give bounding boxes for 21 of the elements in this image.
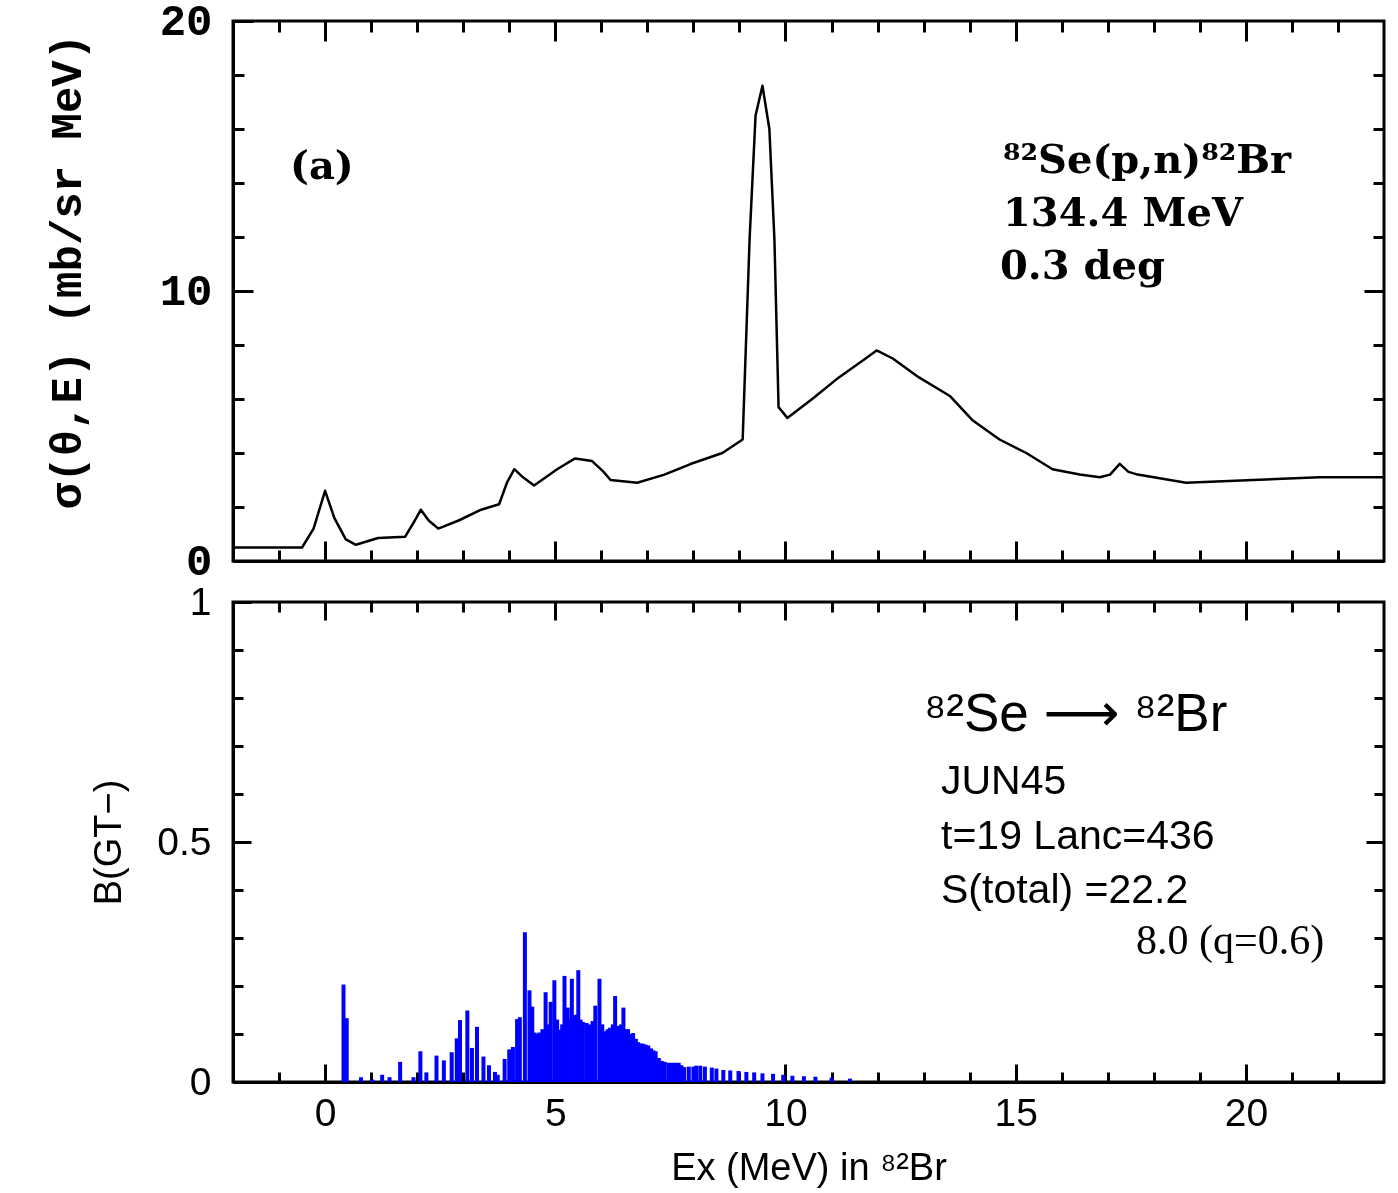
annotation: S(total) =22.2 [941,866,1189,912]
y-tick-label: 0.5 [157,819,212,863]
x-axis-title: Ex (MeV) in ⁸²Br [671,1145,948,1188]
annotation: 134.4 MeV [1003,188,1244,235]
x-tick-label: 20 [1224,1090,1269,1134]
annotation: ⁸²Se ⟶ ⁸²Br [924,683,1228,742]
y-axis-title: B(GT−) [87,779,130,906]
annotation: t=19 Lanc=436 [941,812,1215,858]
y-tick-label: 10 [159,267,213,318]
y-axis-title: σ(θ,E) (mb/sr MeV) [43,33,94,510]
x-tick-label: 0 [314,1090,337,1134]
annotation: (a) [290,141,354,188]
annotation: 0.3 deg [1000,241,1165,288]
annotation: 8.0 (q=0.6) [1136,917,1325,964]
x-tick-label: 15 [994,1090,1038,1134]
y-tick-label: 20 [159,0,213,48]
x-tick-label: 5 [544,1090,567,1134]
annotation: ⁸²Se(p,n)⁸²Br [1003,135,1293,182]
x-tick-label: 10 [764,1090,808,1134]
y-tick-label: 0 [189,1059,212,1103]
annotation: JUN45 [941,757,1067,803]
